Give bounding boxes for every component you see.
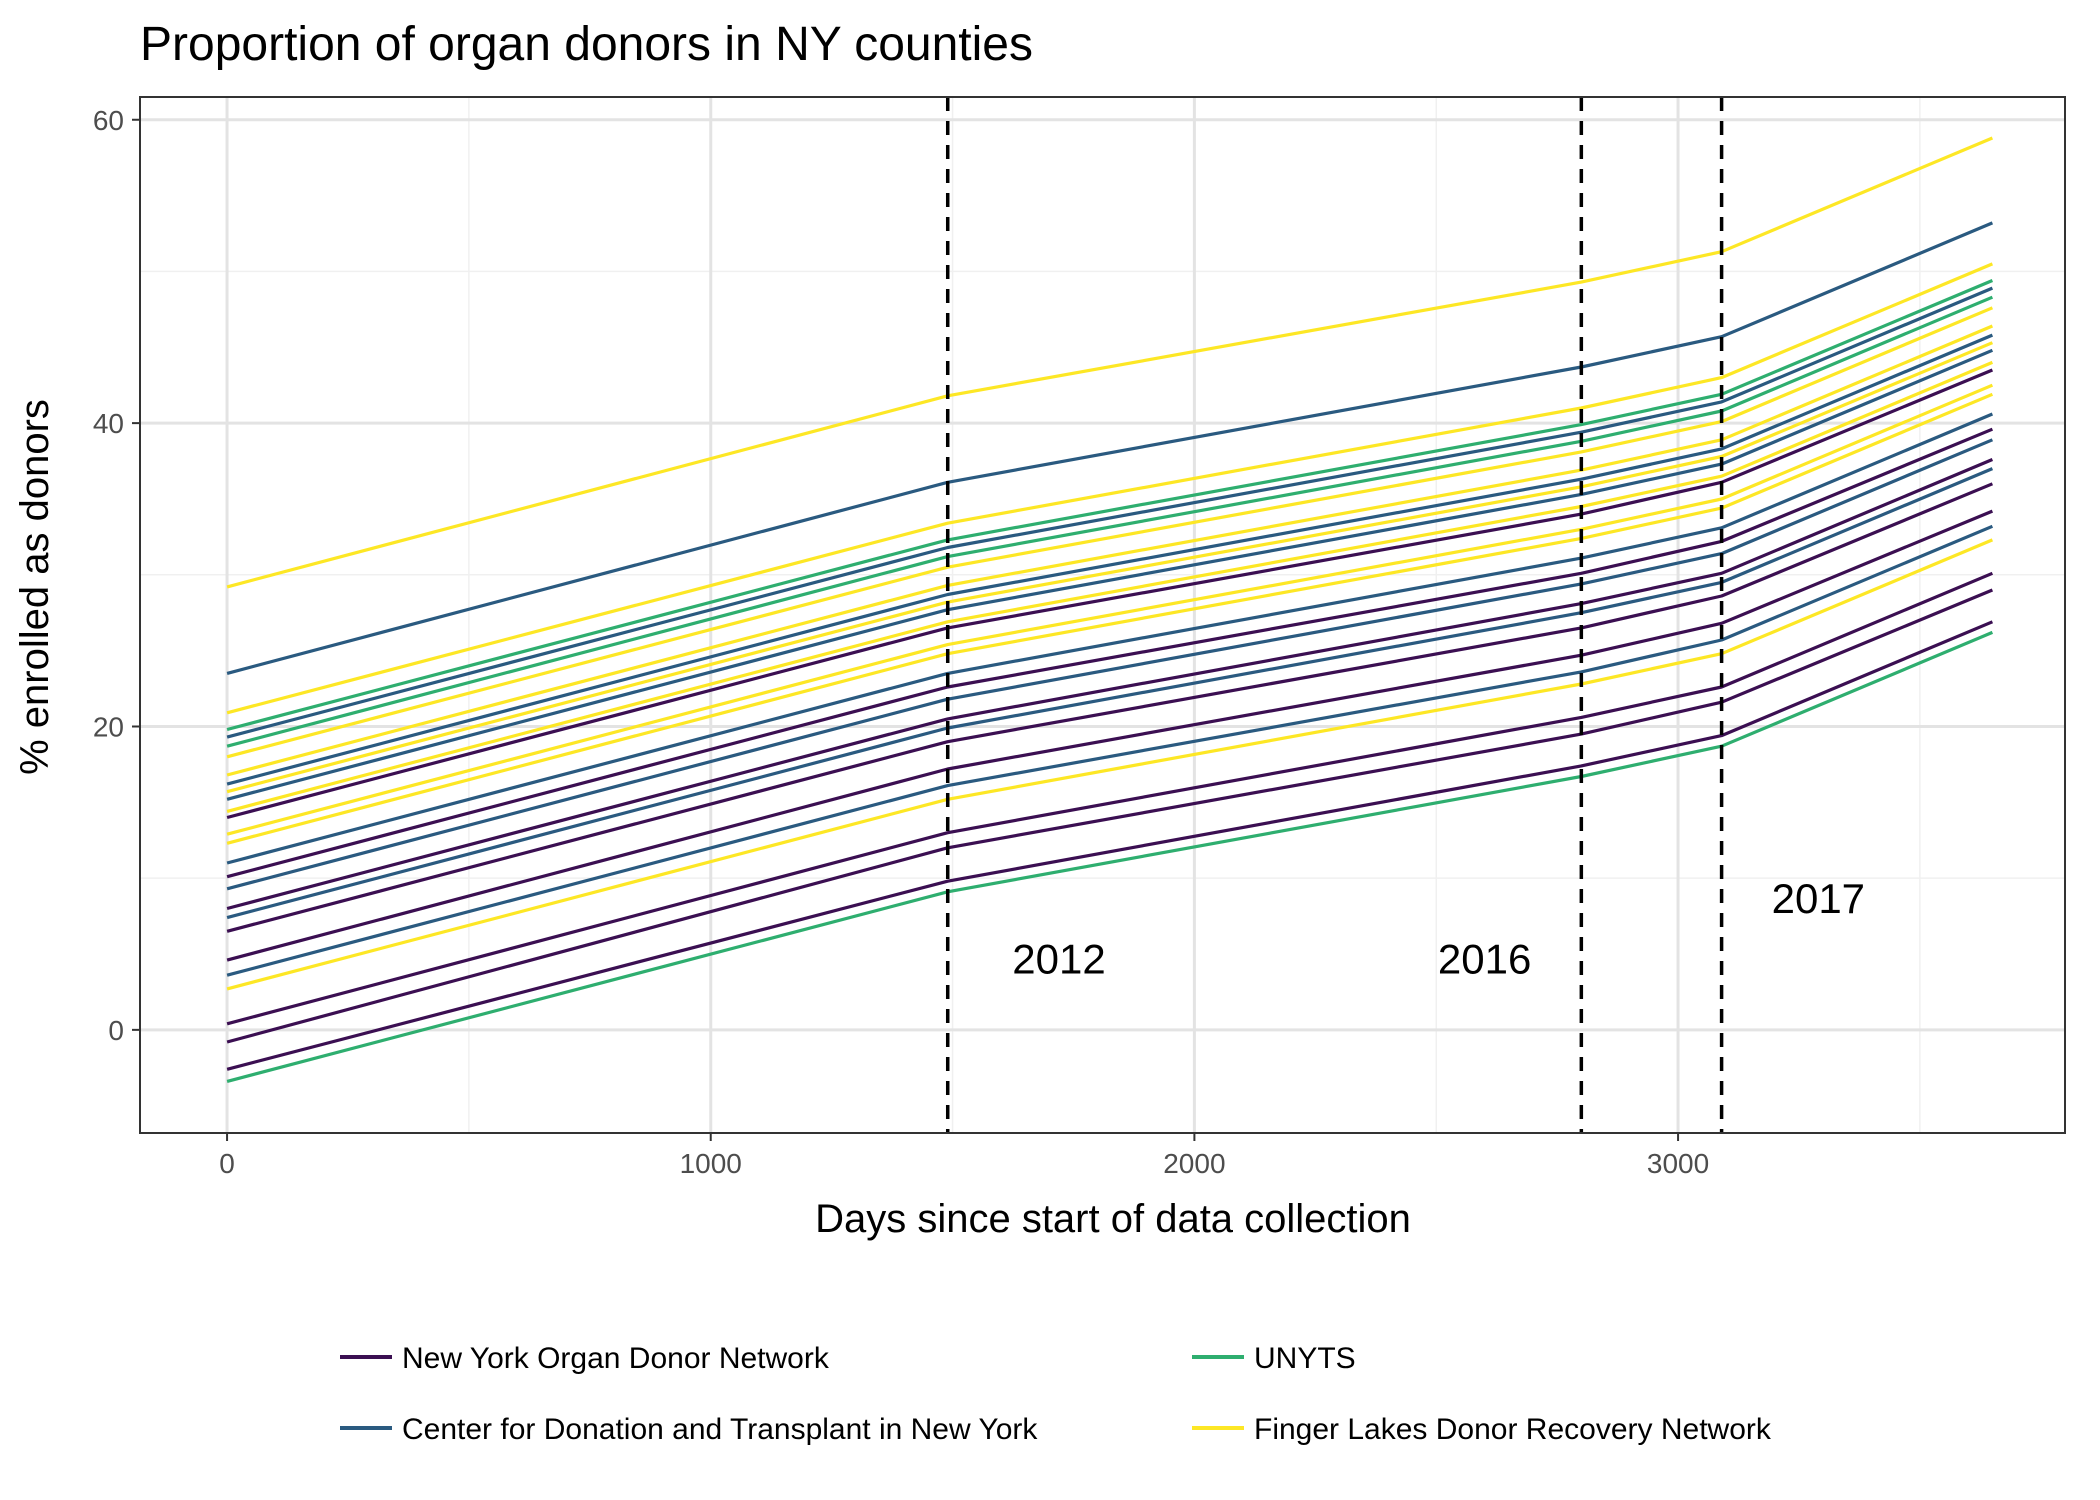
x-tick-label: 3000 [1647, 1148, 1709, 1179]
x-tick-label: 2000 [1163, 1148, 1225, 1179]
plot-area: 0 1000 2000 3000 0 20 40 60 2012 2016 2017 [93, 96, 2066, 1179]
x-axis-title: Days since start of data collection [815, 1197, 1411, 1241]
series-line [226, 427, 1994, 879]
panel-border [139, 96, 2066, 1134]
series-line [226, 279, 1994, 732]
legend-label: Center for Donation and Transplant in Ne… [402, 1413, 1038, 1446]
x-tick-label: 1000 [680, 1148, 742, 1179]
y-tick-label: 20 [93, 711, 124, 742]
series-line [226, 571, 1994, 1026]
legend-label: Finger Lakes Donor Recovery Network [1254, 1413, 1772, 1446]
year-marker-label: 2016 [1438, 936, 1531, 983]
year-marker-label: 2012 [1012, 936, 1105, 983]
series-line [226, 306, 1994, 759]
series-line [226, 286, 1994, 739]
series-line [226, 524, 1994, 977]
legend-label: UNYTS [1254, 1342, 1356, 1375]
series-line [226, 333, 1994, 786]
x-tick-label: 0 [219, 1148, 235, 1179]
y-axis-title: % enrolled as donors [13, 399, 57, 775]
series-line [226, 620, 1994, 1071]
series-line [226, 136, 1994, 589]
legend: New York Organ Donor Network UNYTS Center … [340, 1342, 1772, 1446]
series-line [226, 262, 1994, 715]
y-tick-label: 40 [93, 408, 124, 439]
year-marker-label: 2017 [1772, 875, 1865, 922]
y-tick-label: 0 [108, 1015, 124, 1046]
legend-label: New York Organ Donor Network [402, 1342, 830, 1375]
chart-title: Proportion of organ donors in NY countie… [140, 18, 1033, 71]
y-tick-label: 60 [93, 105, 124, 136]
